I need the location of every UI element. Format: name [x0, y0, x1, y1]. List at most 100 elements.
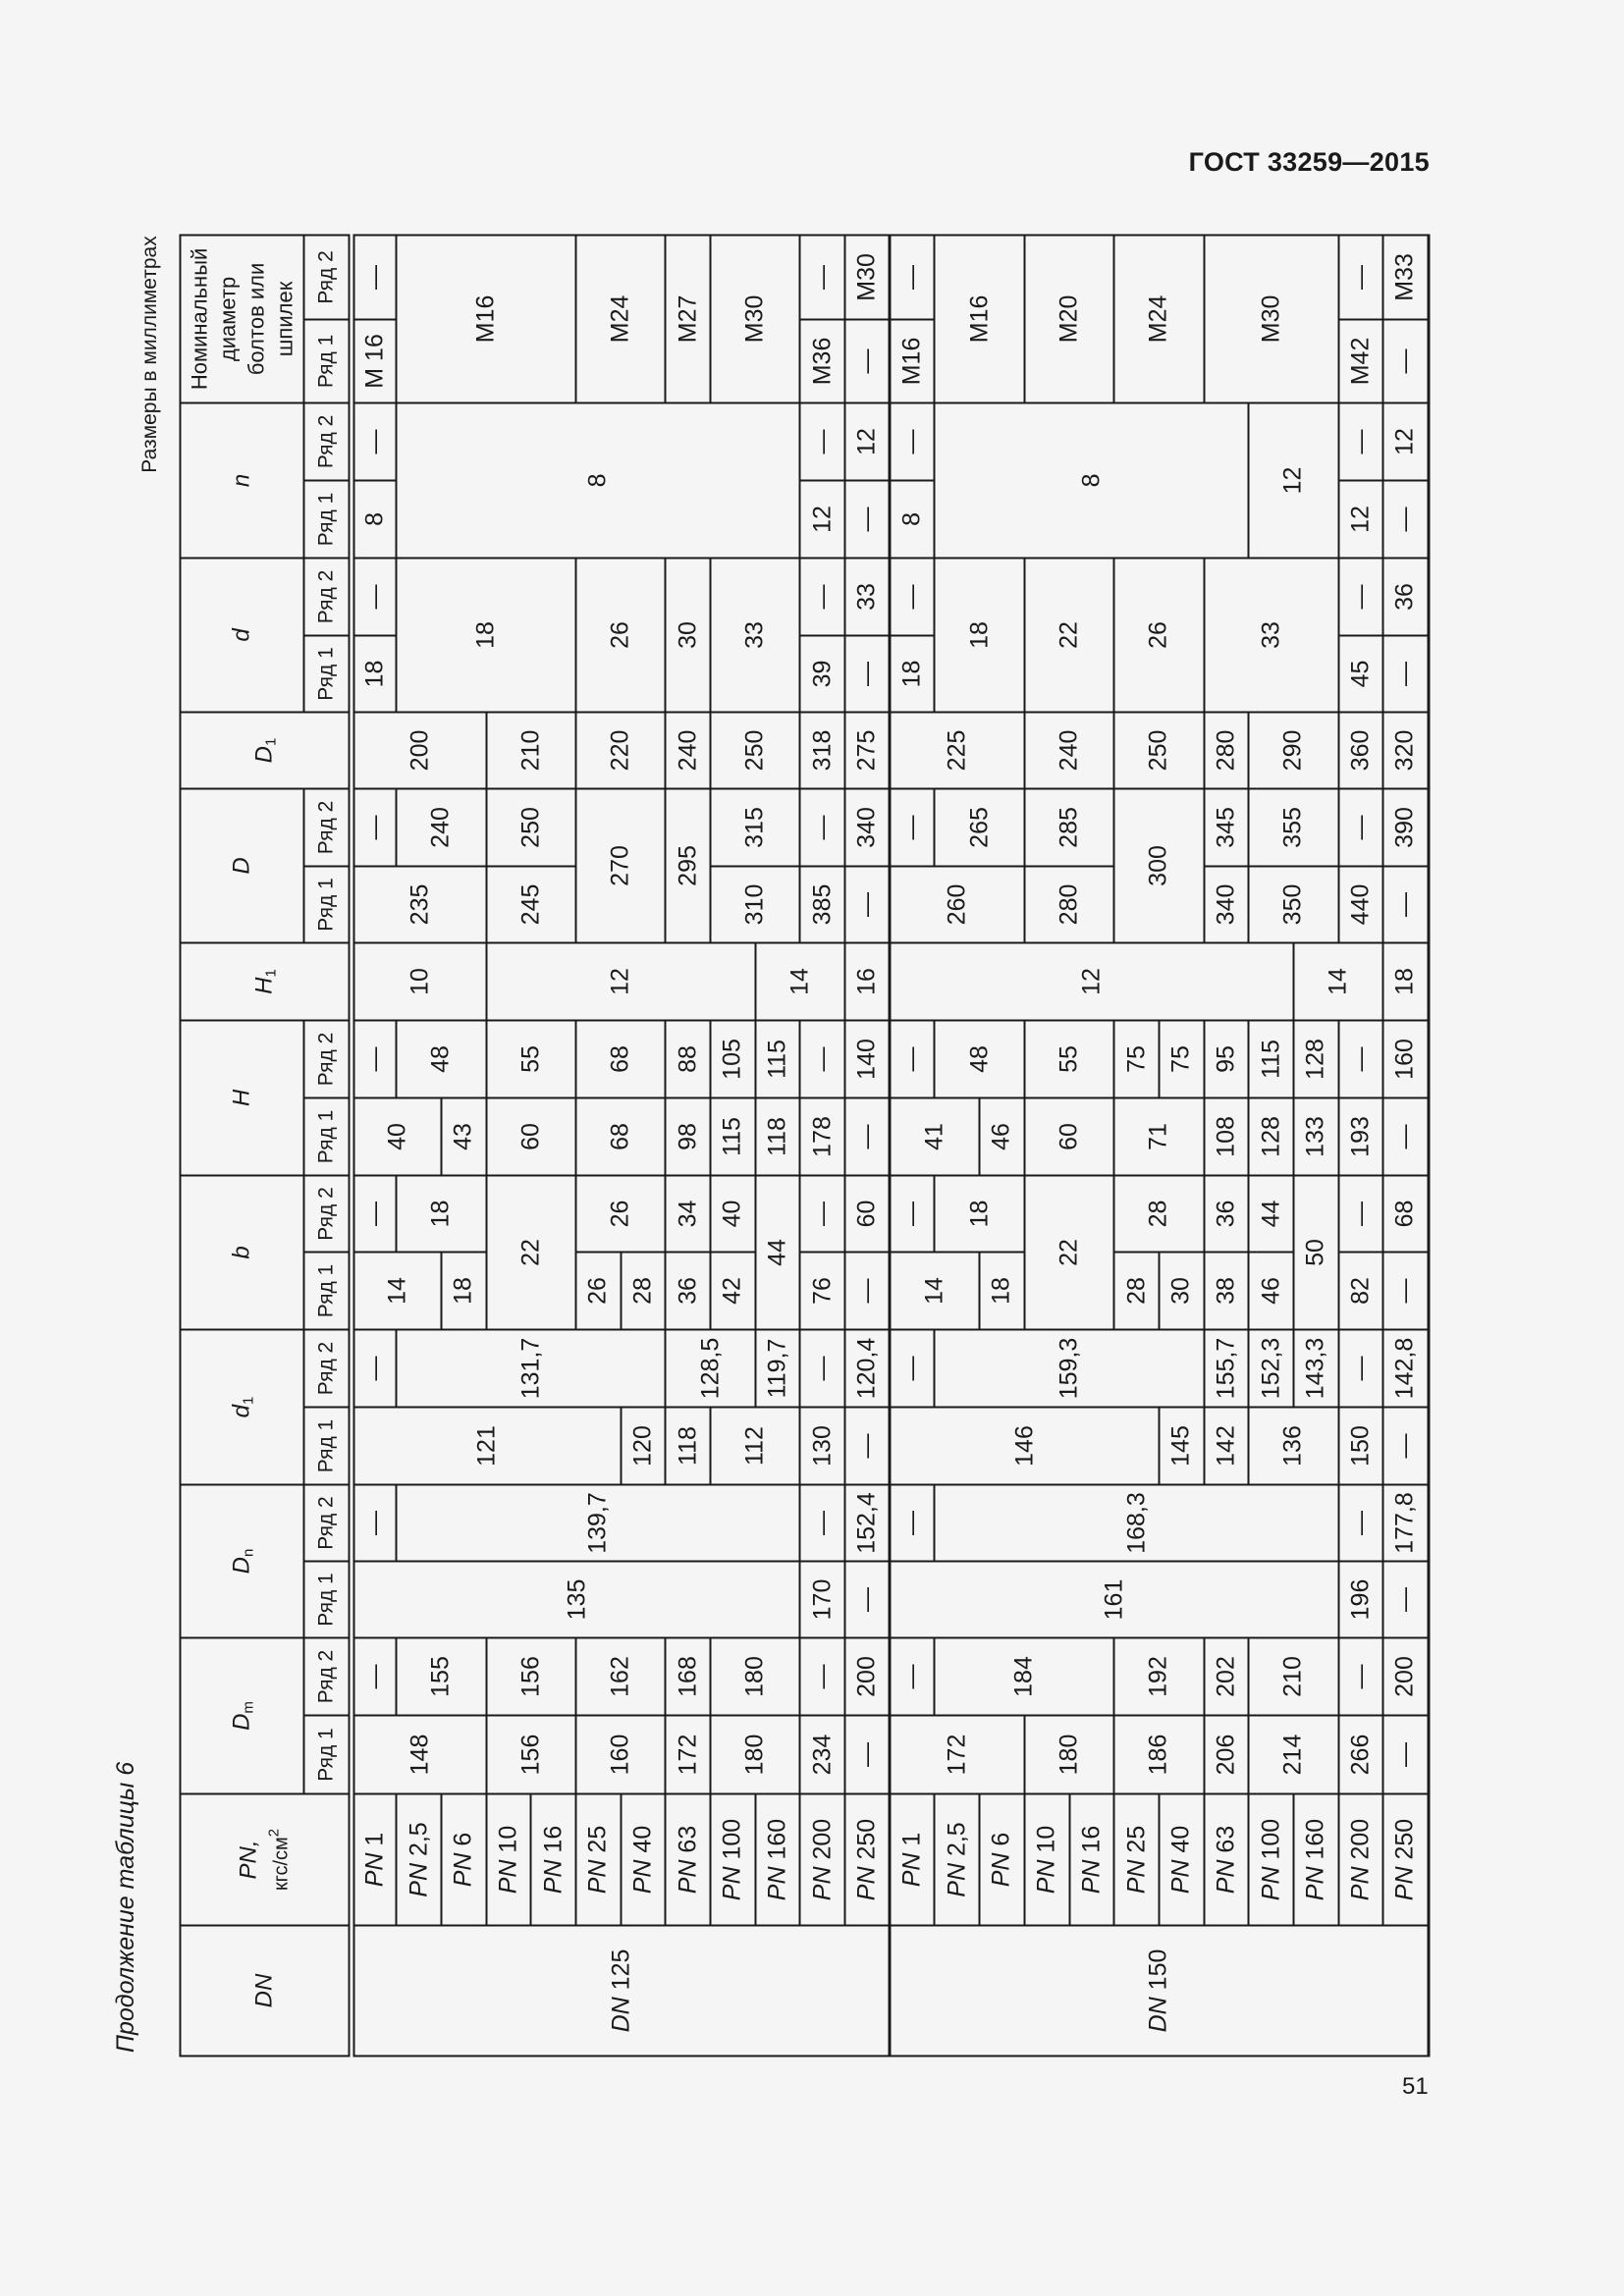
table-cell: — [844, 1561, 890, 1637]
units-note: Размеры в миллиметрах [138, 236, 161, 473]
table-row: DN 150 PN 1 172—161—146—14—41—12 260—225 18—… [889, 234, 1428, 2056]
table-cell: — [889, 1484, 935, 1561]
pn-prefix: PN [360, 1852, 389, 1887]
pn-cell: PN 10 [485, 1793, 531, 1925]
table-cell: 390 [1382, 787, 1428, 866]
table-cell: 8 [889, 479, 935, 558]
table-cell: 240 [665, 711, 710, 788]
table-cell: 12 [1248, 401, 1338, 558]
table-cell: 18 [1382, 941, 1428, 1020]
table-cell: 285 [1023, 787, 1114, 866]
pn-prefix: PN [1076, 1859, 1105, 1894]
table-cell: 14 [754, 941, 845, 1020]
table-cell: — [799, 1637, 845, 1715]
document-title: ГОСТ 33259—2015 [1188, 147, 1430, 177]
flange-dimensions-table-wrapper: DN PN, кгс/см2 Dm Dn d1 b H H1 D D1 d n Н… [179, 233, 1431, 2056]
table-cell: 184 [934, 1637, 1114, 1715]
pn-prefix: PN [942, 1862, 970, 1897]
header-dn-col-row-2: Ряд 2 [303, 1484, 352, 1561]
table-cell: 44 [754, 1174, 800, 1329]
table-row: DN 125 PN 1 148—135—121—14—40—10 235—200 18—… [351, 234, 890, 2056]
table-cell: — [1337, 787, 1383, 866]
table-cell: 121 [351, 1407, 621, 1484]
table-cell: 30 [1158, 1251, 1204, 1329]
table-cell: M42 [1337, 318, 1383, 402]
table-cell: 250 [485, 787, 575, 866]
table-cell: 28 [1113, 1174, 1204, 1252]
header-d1-row-2: Ряд 2 [303, 1328, 352, 1407]
table-cell: — [844, 479, 890, 558]
table-cell: 240 [396, 787, 486, 866]
pn-prefix: PN [673, 1859, 701, 1894]
table-cell: 18 [979, 1251, 1024, 1329]
table-cell: 128,5 [665, 1328, 755, 1407]
pn-cell: PN 250 [1382, 1793, 1428, 1925]
table-cell: 12 [485, 941, 755, 1020]
table-row: PN 250—200—152,4—120,4—60—140 16—340 275—3… [844, 234, 890, 2056]
table-cell: 128 [1248, 1096, 1293, 1175]
table-cell: 210 [1248, 1637, 1338, 1715]
table-cell: 152,4 [844, 1484, 890, 1561]
pn-prefix: PN [538, 1859, 567, 1894]
table-cell: 131,7 [396, 1328, 666, 1407]
table-cell: 44 [1248, 1174, 1293, 1252]
pn-cell: PN 40 [620, 1793, 666, 1925]
table-cell: M20 [1023, 234, 1114, 402]
table-cell: — [799, 1174, 845, 1252]
pn-prefix: PN [449, 1852, 477, 1887]
pn-value: 40 [627, 1825, 656, 1853]
table-cell: 200 [1382, 1637, 1428, 1715]
pn-value: 250 [852, 1818, 881, 1860]
table-cell: — [799, 1484, 845, 1561]
table-cell: 26 [574, 557, 666, 712]
table-cell: 8 [934, 401, 1249, 558]
table-cell: 88 [665, 1019, 710, 1097]
table-cell: — [844, 1407, 890, 1484]
table-cell: — [351, 1484, 397, 1561]
table-cell: 43 [440, 1096, 486, 1175]
header-d-big1: D1 [180, 711, 352, 788]
pn-value: 160 [763, 1818, 791, 1860]
pn-prefix: PN [1301, 1865, 1329, 1900]
header-dm-row-2: Ряд 2 [303, 1637, 352, 1715]
table-cell: 340 [844, 787, 890, 866]
table-cell: — [1382, 318, 1428, 402]
pn-cell: PN 63 [665, 1793, 710, 1925]
header-n: n [180, 401, 303, 558]
table-cell: — [1382, 1096, 1428, 1175]
table-cell: 128 [1292, 1019, 1338, 1097]
table-cell: M24 [1113, 234, 1204, 402]
table-cell: 48 [934, 1019, 1024, 1097]
table-cell: — [889, 401, 935, 480]
table-cell: — [351, 1328, 397, 1407]
header-b: b [180, 1174, 303, 1329]
table-cell: — [844, 865, 890, 942]
table-cell: M16 [396, 234, 575, 402]
table-cell: M 16 [351, 318, 397, 402]
table-cell: 136 [1248, 1407, 1338, 1484]
table-cell: — [1382, 1715, 1428, 1793]
pn-prefix: PN [1121, 1859, 1150, 1894]
table-cell: 139,7 [396, 1484, 800, 1561]
table-cell: M16 [934, 234, 1024, 402]
table-cell: 152,3 [1248, 1328, 1293, 1407]
table-cell: M24 [574, 234, 666, 402]
dn-prefix: DN [607, 1996, 635, 2032]
pn-value: 6 [449, 1832, 477, 1846]
table-cell: 133 [1292, 1096, 1338, 1175]
table-cell: 98 [665, 1096, 710, 1175]
table-cell: 120 [620, 1407, 666, 1484]
table-cell: 280 [1023, 865, 1114, 942]
table-cell: — [1337, 557, 1383, 635]
table-cell: 310 [710, 865, 800, 942]
table-cell: — [1382, 865, 1428, 942]
table-cell: — [799, 557, 845, 635]
pn-value: 200 [807, 1818, 836, 1860]
pn-cell: PN 16 [530, 1793, 575, 1925]
table-cell: 280 [1203, 711, 1249, 788]
table-cell: 45 [1337, 634, 1383, 712]
table-cell: — [844, 1251, 890, 1329]
flange-dimensions-table: DN PN, кгс/см2 Dm Dn d1 b H H1 D D1 d n Н… [179, 234, 1430, 2056]
table-cell: — [1337, 1637, 1383, 1715]
table-cell: 18 [351, 634, 397, 712]
